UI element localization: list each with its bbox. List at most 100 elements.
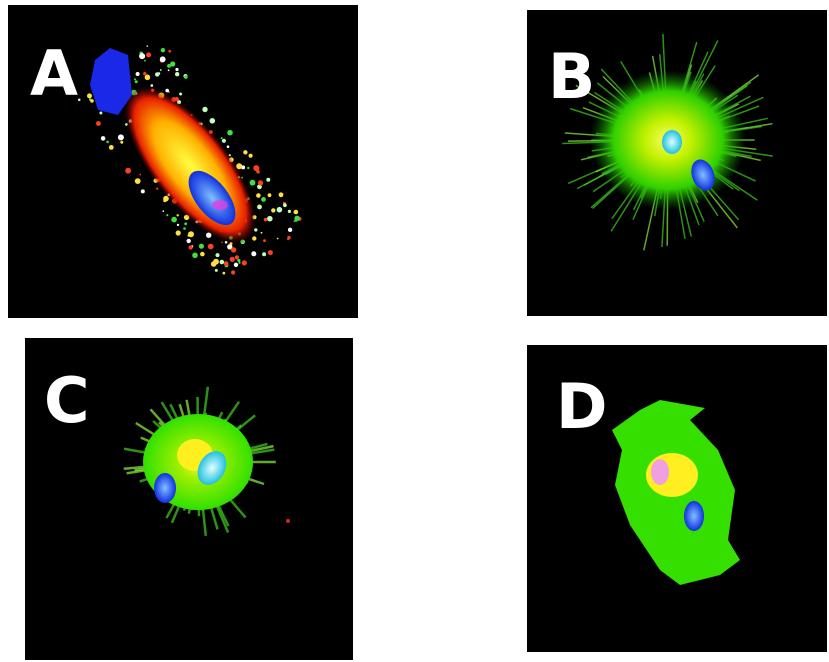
panel-d: D: [527, 345, 827, 652]
speck: [287, 236, 290, 239]
speck: [168, 50, 171, 53]
speck: [168, 69, 170, 71]
nucleus: [684, 501, 704, 531]
speck: [227, 145, 230, 148]
speck: [141, 189, 145, 193]
speck: [294, 216, 299, 221]
speck: [267, 216, 273, 222]
speck: [283, 203, 287, 207]
speck: [294, 211, 297, 214]
speck: [223, 272, 226, 275]
speck: [167, 64, 171, 68]
speck: [231, 270, 235, 274]
speck: [258, 205, 260, 207]
speck: [90, 99, 94, 103]
panel-label: D: [556, 370, 607, 443]
speck: [262, 252, 266, 256]
speck: [140, 174, 142, 176]
speck: [106, 141, 109, 144]
speck: [78, 99, 81, 102]
speck: [227, 130, 233, 136]
panel-b: B: [527, 10, 827, 316]
speck: [247, 167, 249, 169]
speck: [156, 188, 158, 190]
speck: [101, 136, 106, 141]
panel-label: C: [44, 364, 90, 437]
speck: [235, 255, 239, 259]
speck: [161, 48, 165, 52]
speck: [210, 118, 216, 124]
speck: [192, 253, 198, 259]
speck: [256, 193, 261, 198]
speck: [288, 210, 291, 213]
speck: [250, 180, 256, 186]
speck: [145, 75, 151, 81]
speck: [176, 230, 181, 235]
speck: [266, 178, 270, 182]
speck: [277, 207, 283, 213]
speck: [216, 253, 220, 257]
speck: [263, 239, 266, 242]
speck: [184, 222, 187, 225]
spot: [651, 459, 669, 485]
speck: [165, 89, 169, 93]
speck: [96, 121, 101, 126]
speck: [208, 244, 214, 250]
speck: [258, 180, 263, 185]
speck: [177, 214, 179, 216]
speck: [220, 260, 225, 265]
speck: [120, 141, 123, 144]
speck: [177, 224, 179, 226]
speck: [221, 137, 223, 139]
speck: [135, 178, 141, 184]
speck: [234, 263, 238, 267]
speck: [221, 242, 223, 244]
speck: [242, 260, 247, 265]
speck: [189, 245, 193, 249]
panel-a: A: [8, 5, 358, 318]
speck: [139, 53, 145, 59]
speck: [175, 68, 178, 71]
speck: [125, 168, 131, 174]
speck: [237, 259, 240, 262]
speck: [252, 236, 256, 240]
speck: [134, 78, 136, 80]
speck: [147, 45, 149, 47]
speck: [286, 519, 290, 523]
speck: [151, 84, 154, 87]
speck: [144, 60, 146, 62]
speck: [249, 154, 253, 158]
speck: [166, 214, 168, 216]
speck: [224, 261, 229, 266]
speck: [135, 80, 138, 83]
panel-label: B: [548, 40, 595, 113]
speck: [279, 192, 284, 197]
speck: [175, 72, 179, 76]
speck: [155, 72, 159, 76]
nucleus: [154, 473, 176, 503]
speck: [171, 217, 177, 223]
speck: [215, 269, 218, 272]
speck: [184, 75, 188, 79]
speck: [243, 150, 247, 154]
speck: [143, 72, 146, 75]
speck: [268, 193, 272, 197]
speck: [179, 93, 182, 96]
speck: [162, 210, 164, 212]
panel-label: A: [30, 37, 78, 110]
speck: [109, 145, 114, 150]
speck: [253, 165, 259, 171]
speck: [160, 69, 162, 71]
figure: A B C D: [0, 0, 829, 662]
spot: [212, 200, 228, 210]
panel-c: C: [25, 338, 353, 660]
speck: [222, 139, 226, 143]
speck: [187, 239, 191, 243]
speck: [261, 232, 263, 234]
speck: [160, 56, 166, 62]
speck: [99, 112, 102, 115]
page: {"panels": [{"label": "A"}, {"label": "B…: [0, 0, 829, 662]
speck: [251, 251, 256, 256]
speck: [277, 238, 279, 240]
speck: [188, 234, 190, 236]
